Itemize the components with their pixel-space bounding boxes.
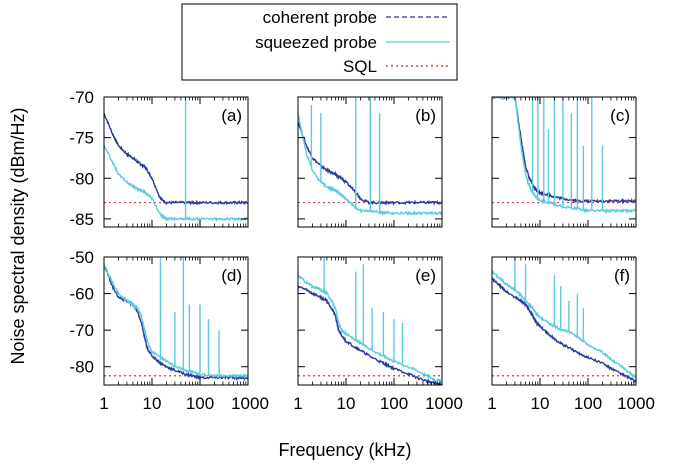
plot-area bbox=[298, 257, 442, 385]
panel-label: (f) bbox=[614, 266, 630, 285]
x-tick-label: 1 bbox=[99, 394, 108, 413]
x-tick-label: 1000 bbox=[617, 394, 655, 413]
x-tick-label: 1000 bbox=[231, 394, 269, 413]
x-tick-label: 10 bbox=[531, 394, 550, 413]
panel-d: 1 10 100 1000 -50 -60 -70 -80 (d) bbox=[69, 248, 268, 413]
series-coherent bbox=[104, 113, 248, 206]
legend-label-coherent: coherent probe bbox=[263, 8, 377, 27]
panel-label: (d) bbox=[221, 266, 242, 285]
x-tick-label: 10 bbox=[143, 394, 162, 413]
legend: coherent probe squeezed probe SQL bbox=[181, 3, 458, 81]
x-tick-label: 100 bbox=[186, 394, 214, 413]
x-tick-label: 10 bbox=[337, 394, 356, 413]
x-tick-label: 1000 bbox=[425, 394, 463, 413]
panel-frame bbox=[491, 96, 637, 228]
panel-label: (e) bbox=[415, 266, 436, 285]
series-coherent bbox=[298, 285, 442, 385]
plot-area bbox=[298, 97, 442, 216]
panel-frame bbox=[297, 256, 443, 386]
x-tick-label: 1 bbox=[293, 394, 302, 413]
y-tick-label: -80 bbox=[69, 169, 94, 188]
y-tick-label: -75 bbox=[69, 129, 94, 148]
y-tick-label: -80 bbox=[69, 358, 94, 377]
panel-frame bbox=[103, 96, 249, 228]
panel-label: (a) bbox=[221, 106, 242, 125]
series-squeezed bbox=[492, 270, 636, 379]
series-coherent bbox=[298, 122, 442, 206]
y-axis-label: Noise spectral density (dBm/Hz) bbox=[8, 107, 28, 364]
series-squeezed bbox=[298, 113, 442, 216]
panel-frame bbox=[491, 256, 637, 386]
panel-b: (b) bbox=[297, 96, 443, 228]
y-tick-label: -60 bbox=[69, 285, 94, 304]
x-axis-label: Frequency (kHz) bbox=[278, 440, 411, 460]
panel-c: (c) bbox=[491, 96, 637, 228]
legend-label-squeezed: squeezed probe bbox=[255, 33, 377, 52]
panel-frame bbox=[297, 96, 443, 228]
y-tick-label: -50 bbox=[69, 248, 94, 267]
series-squeezed bbox=[104, 144, 248, 222]
series-coherent bbox=[492, 277, 636, 383]
x-tick-label: 1 bbox=[487, 394, 496, 413]
x-tick-label: 100 bbox=[574, 394, 602, 413]
plot-area bbox=[104, 97, 248, 222]
panel-a: -70 -75 -80 -85 (a) bbox=[69, 88, 249, 229]
panel-label: (b) bbox=[415, 106, 436, 125]
panel-e: 1 10 100 1000 (e) bbox=[293, 256, 463, 413]
y-tick-label: -70 bbox=[69, 88, 94, 107]
panel-frame bbox=[103, 256, 249, 386]
plot-area bbox=[104, 257, 248, 382]
series-squeezed bbox=[298, 274, 442, 384]
panels: -70 -75 -80 -85 (a) (b) (c) 1 10 100 1000 -50 -60 -70… bbox=[69, 88, 654, 413]
plot-area bbox=[492, 97, 636, 215]
series-squeezed bbox=[104, 264, 248, 380]
x-tick-label: 100 bbox=[380, 394, 408, 413]
plot-area bbox=[492, 257, 636, 383]
y-tick-label: -70 bbox=[69, 321, 94, 340]
panel-label: (c) bbox=[610, 106, 630, 125]
panel-f: 1 10 100 1000 (f) bbox=[487, 256, 655, 413]
y-tick-label: -85 bbox=[69, 210, 94, 229]
legend-label-sql: SQL bbox=[343, 57, 377, 76]
